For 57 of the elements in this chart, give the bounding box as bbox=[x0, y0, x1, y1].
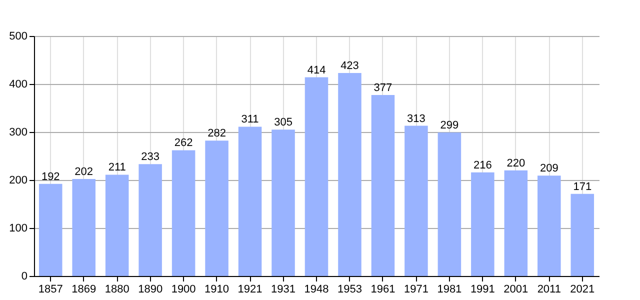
data-label: 282 bbox=[208, 128, 226, 140]
x-tick-label: 2021 bbox=[570, 284, 595, 296]
data-label: 305 bbox=[274, 116, 292, 129]
x-tick-label: 2011 bbox=[537, 284, 561, 296]
bar bbox=[238, 126, 262, 276]
bar bbox=[471, 172, 494, 276]
data-label: 233 bbox=[141, 151, 160, 164]
y-tick-label: 500 bbox=[9, 30, 28, 42]
x-tick-label: 2001 bbox=[504, 284, 528, 296]
bar bbox=[72, 179, 96, 276]
y-tick-label: 200 bbox=[9, 174, 28, 186]
bar bbox=[172, 150, 196, 276]
data-label: 313 bbox=[407, 112, 426, 125]
bar bbox=[205, 140, 228, 276]
x-tick-label: 1931 bbox=[271, 284, 296, 296]
data-label: 414 bbox=[307, 64, 326, 76]
bar bbox=[538, 176, 561, 276]
bar bbox=[438, 132, 462, 276]
y-tick-label: 300 bbox=[9, 126, 28, 138]
bar bbox=[272, 130, 295, 276]
data-label: 262 bbox=[174, 137, 193, 150]
x-tick-label: 1961 bbox=[370, 284, 396, 296]
x-tick-label: 1991 bbox=[470, 284, 495, 296]
x-tick-label: 1910 bbox=[204, 284, 230, 296]
x-tick-label: 1921 bbox=[238, 284, 262, 296]
data-label: 299 bbox=[440, 119, 459, 132]
data-label: 192 bbox=[41, 170, 60, 183]
bar bbox=[138, 164, 162, 276]
x-tick-label: 1890 bbox=[138, 284, 163, 296]
data-label: 377 bbox=[374, 82, 392, 94]
data-label: 171 bbox=[573, 180, 592, 193]
data-label: 220 bbox=[506, 157, 526, 170]
data-label: 311 bbox=[241, 114, 259, 126]
bar bbox=[504, 170, 528, 276]
data-label: 423 bbox=[340, 60, 359, 72]
bar bbox=[38, 184, 62, 276]
y-tick-label: 0 bbox=[21, 270, 28, 282]
x-tick-label: 1953 bbox=[337, 284, 362, 296]
bar bbox=[105, 174, 129, 276]
bar bbox=[371, 95, 395, 276]
x-tick-label: 1900 bbox=[171, 284, 196, 296]
x-tick-label: 1857 bbox=[38, 284, 63, 296]
bar bbox=[570, 194, 594, 276]
bar bbox=[404, 126, 428, 276]
bar bbox=[304, 77, 328, 276]
x-tick-label: 1981 bbox=[437, 284, 462, 296]
data-label: 216 bbox=[473, 159, 492, 172]
y-tick-label: 100 bbox=[9, 222, 28, 234]
data-label: 211 bbox=[108, 162, 126, 174]
bar bbox=[338, 72, 362, 276]
data-label: 202 bbox=[74, 166, 94, 178]
y-tick-label: 400 bbox=[9, 78, 28, 90]
x-tick-label: 1869 bbox=[72, 284, 96, 296]
x-tick-label: 1880 bbox=[104, 284, 130, 296]
x-tick-label: 1971 bbox=[404, 284, 428, 296]
x-tick-label: 1948 bbox=[304, 284, 329, 296]
data-label: 209 bbox=[540, 162, 558, 175]
